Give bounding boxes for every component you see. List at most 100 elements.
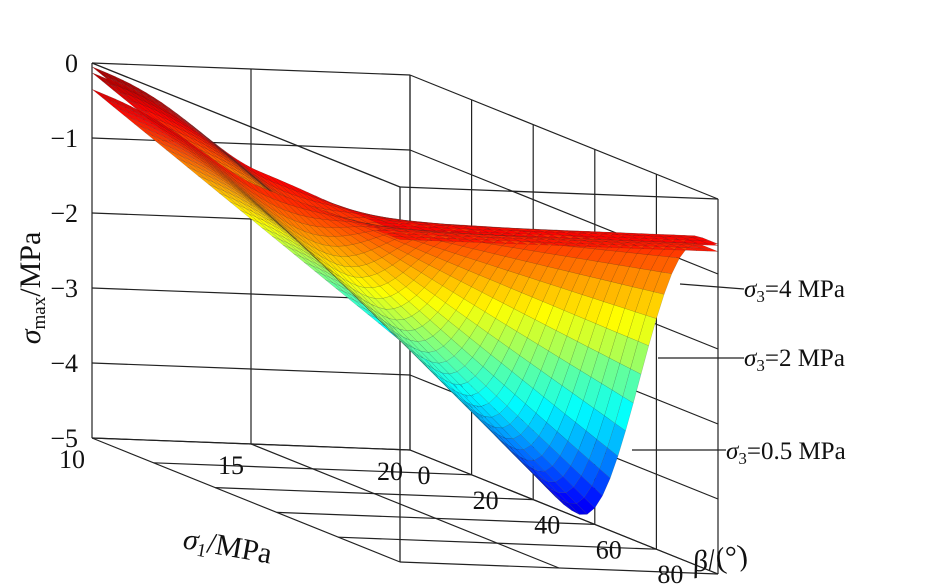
surface-cell-2-32-17: [518, 261, 538, 278]
surface-cell-2-22-16: [430, 361, 450, 375]
surface-cell-2-10-9: [264, 211, 283, 228]
surface-cell-2-25-26: [559, 440, 579, 467]
surface-cell-2-21-7: [327, 260, 347, 275]
surface-cell-2-25-8: [368, 273, 388, 287]
surface-cell-1-39-20: [604, 236, 623, 241]
surface-cell-2-38-6: [448, 235, 467, 240]
surface-cell-1-19-0: [238, 160, 257, 175]
floor-gridline-s1-1: [250, 443, 560, 569]
surface-cell-1-2-7: [181, 133, 201, 146]
surface-cell-2-31-26: [606, 304, 625, 333]
surface-cell-2-23-19: [470, 392, 490, 407]
surface-cell-2-25-6: [347, 254, 367, 267]
surface-cell-1-38-1: [395, 226, 414, 230]
surface-cell-2-25-16: [453, 347, 473, 367]
annotation-value-sigma3-2: =2 MPa: [765, 345, 845, 372]
surface-cell-2-27-0: [299, 201, 319, 213]
surface-cell-2-34-28: [650, 255, 670, 273]
annotation-symbol-sigma3-2: σ: [744, 345, 758, 372]
surface-cell-2-28-15: [466, 305, 486, 326]
surface-cell-1-9-4: [203, 137, 223, 152]
surface-cell-1-2-1: [117, 81, 137, 94]
surface-cell-2-5-15: [289, 237, 308, 252]
annotation-sub-sigma3-4: 3: [756, 287, 765, 306]
surface-cell-2-21-6: [317, 249, 336, 264]
surface-cell-2-25-23: [528, 412, 547, 437]
tick-labels: 0−1−2−3−4−5101520020406080100: [50, 49, 683, 585]
annotation-value-sigma3-0_5: =0.5 MPa: [747, 438, 846, 465]
surface-sigma3-0_5: [91, 89, 719, 515]
floor-gridline-beta-0: [91, 437, 411, 451]
surface-cell-1-25-2: [305, 198, 325, 210]
annotation-value-sigma3-4: =4 MPa: [765, 276, 845, 303]
surface-cell-2-22-0: [261, 187, 280, 202]
surface-cell-2-25-9: [379, 282, 399, 297]
surface-cell-2-19-7: [312, 250, 331, 267]
surface-cell-1-23-0: [268, 175, 288, 188]
surface-cell-2-24-8: [361, 275, 381, 289]
surface-cell-2-7-11: [262, 211, 281, 227]
surface-cell-2-0-8: [176, 158, 196, 171]
surface-cell-2-10-1: [179, 137, 199, 153]
surface-cell-1-26-0: [292, 185, 311, 197]
surface-cell-1-37-0: [376, 222, 396, 227]
surface-cell-2-0-22: [325, 279, 344, 292]
surface-cell-2-23-4: [310, 233, 331, 247]
surface-cell-1-2-2: [128, 90, 148, 103]
surface-cell-2-18-7: [304, 245, 324, 262]
surface-cell-2-9-10: [267, 214, 286, 231]
surface-cell-2-24-25: [541, 445, 561, 467]
surface-cell-1-21-0: [253, 168, 273, 182]
floor-gridline-beta-2: [215, 487, 534, 501]
surface-cell-2-26-21: [514, 379, 534, 405]
surface-cell-2-30-18: [513, 292, 533, 315]
surface-cell-2-22-9: [356, 285, 376, 299]
surface-cell-1-14-1: [210, 140, 229, 156]
z-tick-label-2: −2: [50, 199, 78, 228]
surface-cell-1-29-1: [325, 201, 345, 209]
surface-cell-2-24-13: [414, 325, 434, 341]
surface-cell-1-11-6: [240, 166, 259, 182]
surface-cell-2-22-21: [483, 416, 503, 429]
surface-cell-1-3-2: [136, 93, 155, 107]
surface-cell-2-24-2: [297, 214, 317, 227]
surface-cell-2-38-16: [554, 239, 573, 244]
surface-cell-1-3-6: [178, 128, 198, 141]
surface-cell-2-23-21: [491, 413, 511, 429]
surface-cell-1-11-7: [250, 174, 270, 191]
surface-cell-2-30-20: [534, 301, 554, 326]
z-tick-label-1: −1: [50, 124, 78, 153]
surface-cell-2-27-27: [585, 407, 605, 440]
surface-cell-2-25-3: [315, 226, 336, 237]
surface-cell-2-23-26: [544, 465, 564, 483]
surface-cell-2-0-18: [282, 244, 302, 257]
surface-cell-2-0-20: [303, 262, 323, 275]
x-axis-title: β/(°): [689, 539, 749, 580]
surface-cell-2-23-18: [459, 381, 479, 396]
surface-cell-2-27-13: [437, 302, 457, 321]
floor-gridline-beta-5: [399, 561, 719, 575]
surface-cell-2-26-8: [376, 269, 396, 284]
y-tick-label-1: 15: [218, 451, 244, 480]
surface-cell-2-22-6: [324, 252, 344, 267]
side-wall-gridline-z-0: [409, 74, 719, 200]
surface-cell-2-26-19: [493, 362, 513, 386]
surface-cell-2-22-17: [441, 372, 461, 386]
surface-cell-2-28-25: [572, 370, 592, 402]
surface-cell-2-32-12: [465, 248, 485, 261]
surface-cell-1-21-1: [264, 178, 283, 191]
surface-cell-2-9-1: [171, 132, 191, 147]
surface-cell-2-39-0: [392, 236, 411, 241]
floor-gridline-beta-4: [338, 536, 657, 550]
surface-cell-2-26-25: [556, 413, 576, 442]
floor-gridline-beta-3: [276, 511, 595, 525]
surface-cell-2-29-5: [367, 237, 388, 247]
surface-cell-2-29-23: [558, 335, 578, 365]
surface-cell-2-30-0: [322, 210, 342, 218]
surface-cell-2-28-2: [328, 219, 348, 228]
surface-cell-2-0-3: [123, 115, 143, 128]
surface-cell-2-39-15: [551, 242, 570, 247]
surface-cell-2-22-20: [472, 405, 493, 418]
surface-cell-2-28-20: [519, 337, 539, 364]
